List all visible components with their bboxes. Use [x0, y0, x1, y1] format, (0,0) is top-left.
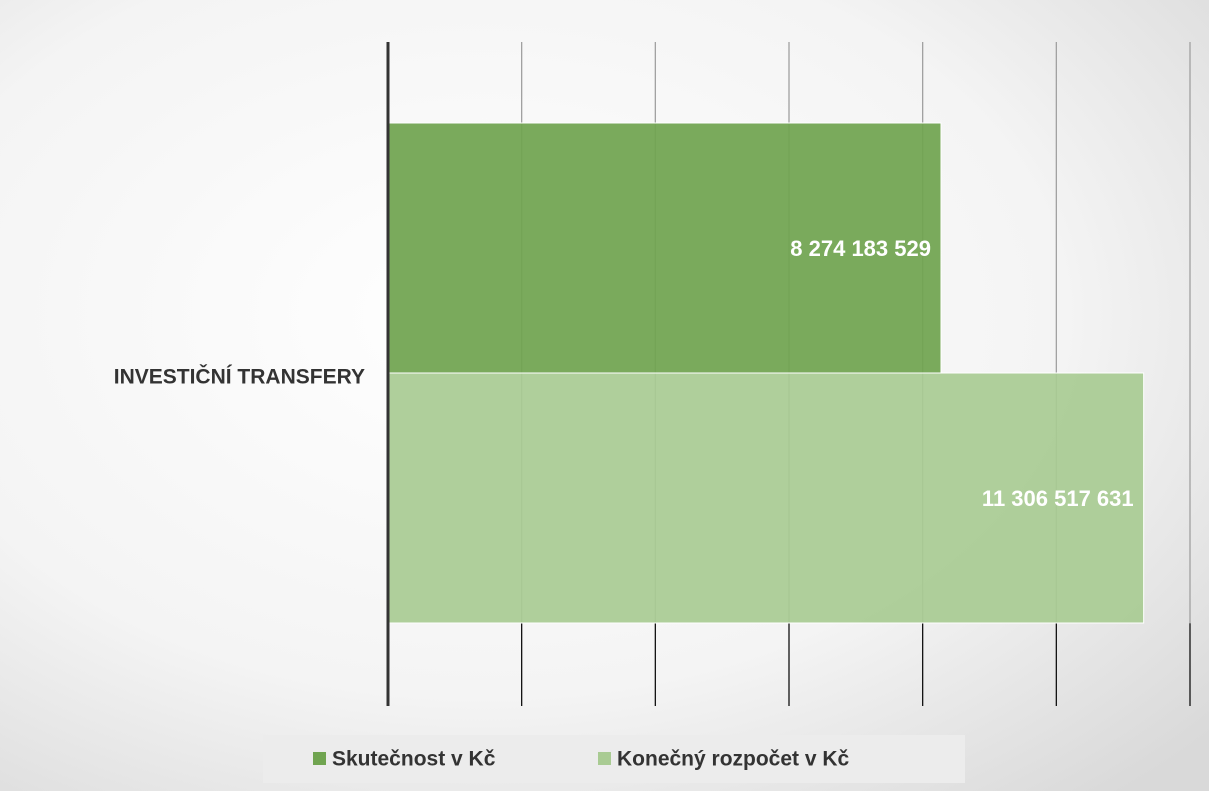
data-label: 11 306 517 631 [982, 486, 1134, 511]
legend-marker [598, 752, 611, 765]
legend-label: Konečný rozpočet v Kč [617, 748, 850, 771]
y-tick-label: INVESTIČNÍ TRANSFERY [114, 365, 365, 389]
bar [387, 372, 1145, 624]
data-label: 8 274 183 529 [790, 236, 931, 261]
legend-box [263, 735, 965, 783]
legend-marker [313, 752, 326, 765]
bar [387, 122, 942, 374]
legend-label: Skutečnost v Kč [332, 748, 496, 771]
